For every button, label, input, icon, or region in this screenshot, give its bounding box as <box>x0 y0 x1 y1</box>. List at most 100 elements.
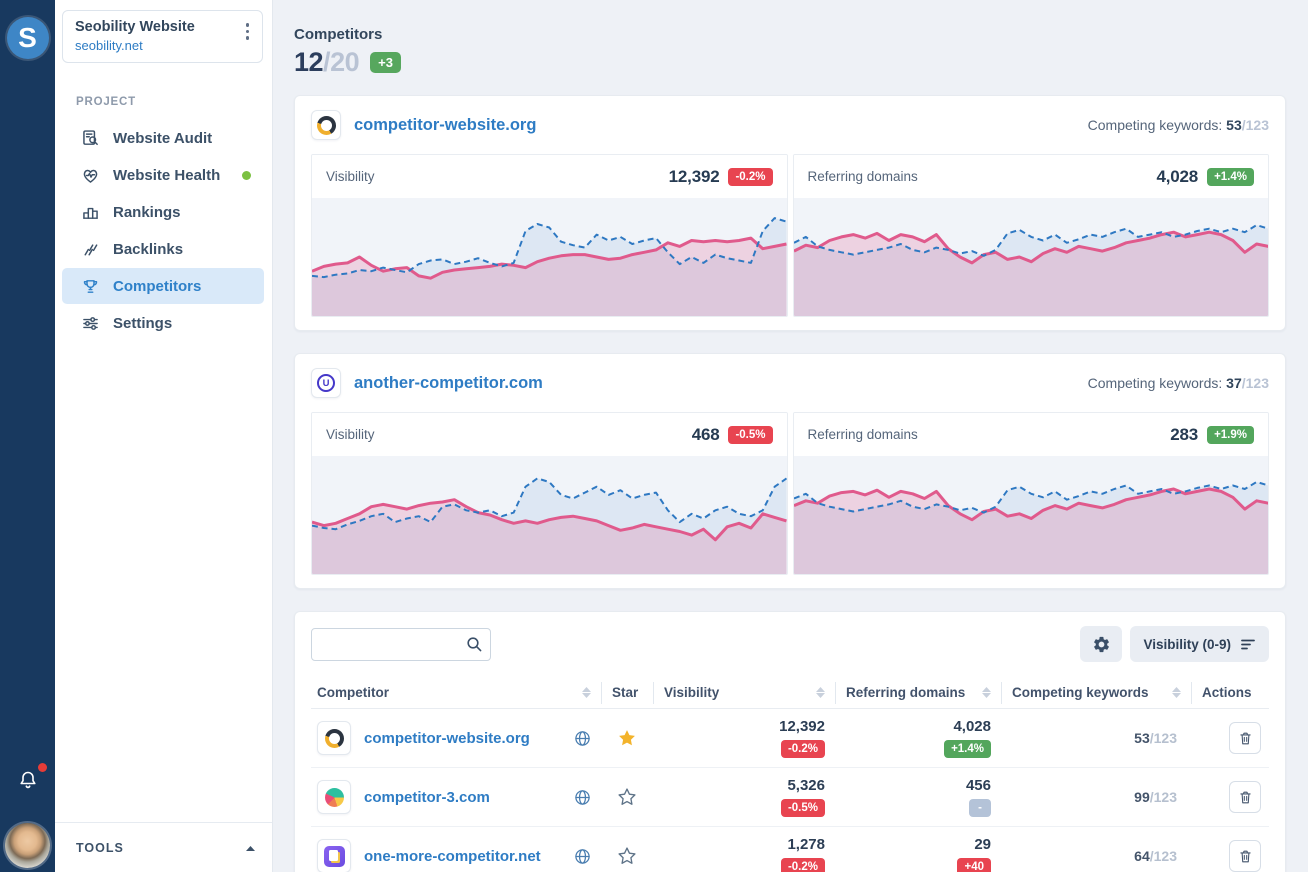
competitor-card: competitor-website.org Competing keyword… <box>294 95 1286 331</box>
competitor-domain-link[interactable]: competitor-website.org <box>364 729 530 747</box>
star-toggle[interactable] <box>601 787 653 807</box>
visibility-panel: Visibility 468 -0.5% <box>311 412 788 575</box>
visibility-sparkline-chart <box>312 456 787 574</box>
project-switcher[interactable]: Seobility Website seobility.net <box>62 10 263 63</box>
audit-icon <box>83 129 98 145</box>
delete-competitor-button[interactable] <box>1229 840 1261 872</box>
star-outline-icon <box>618 847 636 864</box>
search-input[interactable] <box>311 627 491 661</box>
visibility-panel: Visibility 12,392 -0.2% <box>311 154 788 317</box>
competitor-domain-link[interactable]: competitor-website.org <box>354 115 537 134</box>
panel-value: 4,028 <box>1156 166 1199 186</box>
seobility-logo[interactable]: S <box>6 17 49 59</box>
favicon-pinwheel-icon <box>317 780 351 814</box>
trash-icon <box>1239 850 1251 862</box>
project-domain-link[interactable]: seobility.net <box>75 38 143 53</box>
sidebar-item-backlinks[interactable]: Backlinks <box>62 231 264 267</box>
notification-dot <box>37 763 47 772</box>
panel-value: 12,392 <box>668 166 720 186</box>
gear-icon <box>1094 636 1109 652</box>
sort-arrows-icon[interactable] <box>816 687 825 698</box>
sort-arrows-icon[interactable] <box>982 687 991 698</box>
globe-icon[interactable] <box>574 848 591 865</box>
referring-domains-panel: Referring domains 4,028 +1.4% <box>792 154 1269 317</box>
change-badge: -0.5% <box>728 425 773 444</box>
competitor-domain-link[interactable]: another-competitor.com <box>354 373 543 392</box>
favicon-document-icon <box>317 839 351 872</box>
column-header-referring-domains[interactable]: Referring domains <box>835 681 1001 704</box>
sidebar-item-competitors[interactable]: Competitors <box>62 268 264 304</box>
project-menu-kebab-icon[interactable] <box>243 19 253 44</box>
favicon-ring-icon <box>311 110 341 140</box>
sidebar-item-label: Rankings <box>113 203 181 221</box>
sidebar-item-label: Backlinks <box>113 240 184 258</box>
table-settings-button[interactable] <box>1080 626 1123 662</box>
sort-arrows-icon[interactable] <box>582 687 591 698</box>
competitor-domain-link[interactable]: competitor-3.com <box>364 788 490 806</box>
table-row: one-more-competitor.net 1,278 -0.2% 29 +… <box>311 827 1269 872</box>
app-rail: S <box>0 0 55 872</box>
referring-domains-sparkline-chart <box>793 456 1268 574</box>
search-icon <box>467 636 482 651</box>
change-badge: -0.2% <box>780 858 825 872</box>
favicon-u-icon: U <box>311 368 341 398</box>
sort-arrows-icon[interactable] <box>1172 687 1181 698</box>
referring-domains-cell: 4,028 +1.4% <box>835 709 1001 767</box>
trash-icon <box>1239 732 1251 744</box>
delete-competitor-button[interactable] <box>1229 722 1261 754</box>
change-badge: - <box>969 799 991 817</box>
column-header-star: Star <box>601 681 653 704</box>
health-status-dot <box>242 170 251 180</box>
star-filled-icon <box>619 730 635 746</box>
panel-value: 283 <box>1170 424 1199 444</box>
panel-label: Referring domains <box>807 169 918 184</box>
main-content: Competitors 12/20 +3 competitor-website.… <box>273 0 1308 872</box>
sidebar-item-label: Settings <box>113 314 173 332</box>
notifications-button[interactable] <box>16 763 47 797</box>
globe-icon[interactable] <box>574 730 591 747</box>
sidebar-item-label: Website Health <box>113 166 221 184</box>
sort-lines-icon <box>1241 639 1255 650</box>
competing-keywords-cell: 53/123 <box>1134 730 1177 746</box>
sidebar-item-rankings[interactable]: Rankings <box>62 194 264 230</box>
sidebar-item-website-audit[interactable]: Website Audit <box>62 120 264 156</box>
table-row: competitor-website.org 12,392 -0.2% 4,02… <box>311 709 1269 768</box>
star-outline-icon <box>618 788 636 805</box>
competing-keywords-cell: 64/123 <box>1134 848 1177 864</box>
competitor-count: 12/20 <box>294 47 360 77</box>
column-header-visibility[interactable]: Visibility <box>653 681 835 704</box>
change-badge: -0.2% <box>780 740 825 758</box>
count-change-badge: +3 <box>370 52 401 73</box>
health-icon <box>83 169 98 183</box>
visibility-cell: 5,326 -0.5% <box>653 768 835 826</box>
referring-domains-panel: Referring domains 283 +1.9% <box>792 412 1269 575</box>
visibility-cell: 12,392 -0.2% <box>653 709 835 767</box>
panel-value: 468 <box>691 424 720 444</box>
project-section-label: PROJECT <box>76 96 136 108</box>
competitor-domain-link[interactable]: one-more-competitor.net <box>364 847 541 865</box>
delete-competitor-button[interactable] <box>1229 781 1261 813</box>
star-toggle[interactable] <box>601 846 653 866</box>
competitor-table-card: Visibility (0-9) Competitor Star Visibil… <box>294 611 1286 872</box>
referring-domains-cell: 456 - <box>835 768 1001 826</box>
competing-keywords-cell: 99/123 <box>1134 789 1177 805</box>
globe-icon[interactable] <box>574 789 591 806</box>
sidebar-item-website-health[interactable]: Website Health <box>62 157 264 193</box>
panel-label: Visibility <box>326 427 375 442</box>
tools-collapser[interactable]: TOOLS <box>55 822 272 872</box>
panel-label: Visibility <box>326 169 375 184</box>
project-sidebar: Seobility Website seobility.net PROJECT … <box>55 0 273 872</box>
competitor-card: U another-competitor.com Competing keywo… <box>294 353 1286 589</box>
star-toggle[interactable] <box>601 728 653 748</box>
sort-order-button[interactable]: Visibility (0-9) <box>1130 626 1269 662</box>
competitors-trophy-icon <box>83 279 98 293</box>
backlinks-icon <box>84 243 98 255</box>
column-header-competitor[interactable]: Competitor <box>311 682 601 704</box>
user-avatar[interactable] <box>5 823 50 868</box>
competing-keywords-summary: Competing keywords: 53/123 <box>1087 117 1269 133</box>
sidebar-item-label: Website Audit <box>113 129 213 147</box>
table-header: Competitor Star Visibility Referring dom… <box>311 677 1269 709</box>
table-row: competitor-3.com 5,326 -0.5% 456 - <box>311 768 1269 827</box>
sidebar-item-settings[interactable]: Settings <box>62 305 264 341</box>
column-header-competing-keywords[interactable]: Competing keywords <box>1001 681 1191 704</box>
